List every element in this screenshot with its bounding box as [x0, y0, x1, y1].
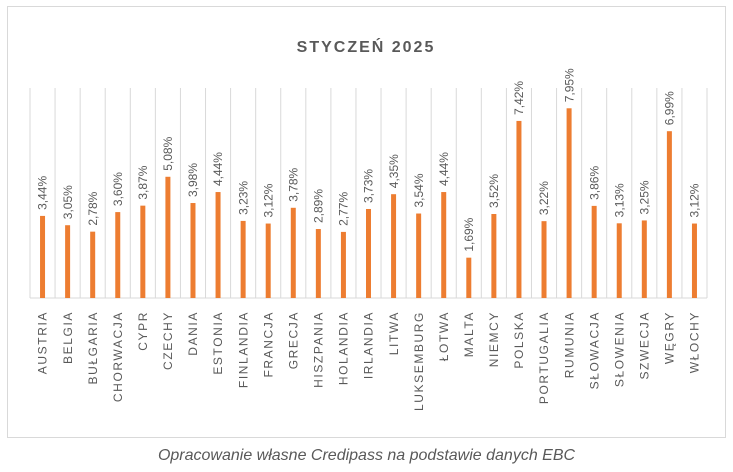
bar [40, 215, 46, 298]
bar [65, 225, 71, 298]
bar [541, 221, 547, 298]
category-label: MALTA [462, 311, 476, 357]
data-labels: 3,44% 3,05% 2,78% 3,60% 3,87% 5,08% 3,98% 4,44%… [36, 68, 702, 252]
data-label: 2,77% [337, 192, 351, 226]
data-label: 4,44% [437, 152, 451, 186]
category-labels: AUSTRIA BELGIA BUŁGARIA CHORWACJA CYPR CZECHY… [36, 311, 702, 411]
source-caption: Opracowanie własne Credipass na podstawi… [157, 447, 576, 464]
data-label: 3,87% [136, 165, 150, 199]
bar [441, 192, 447, 298]
bar [566, 108, 572, 298]
bar [516, 120, 522, 298]
data-label: 3,13% [612, 183, 626, 217]
category-label: IRLANDIA [362, 311, 376, 379]
data-label: 2,78% [86, 191, 100, 225]
bar [265, 223, 271, 298]
category-label: GRECJA [286, 311, 300, 369]
data-label: 3,05% [61, 185, 75, 219]
bar [666, 131, 672, 298]
category-label: CZECHY [161, 311, 175, 370]
data-label: 3,12% [261, 183, 275, 217]
bar [591, 205, 597, 298]
category-label: FINLANDIA [236, 311, 250, 388]
data-label: 3,86% [587, 166, 601, 200]
bar [215, 192, 221, 298]
category-label: WĘGRY [663, 311, 677, 364]
bar [616, 223, 622, 298]
category-label: RUMUNIA [562, 311, 576, 378]
category-label: DANIA [186, 311, 200, 356]
category-label: HISZPANIA [312, 311, 326, 388]
bar [491, 214, 497, 298]
bar [340, 231, 346, 298]
bars [40, 108, 697, 298]
bar [466, 257, 472, 298]
category-label: SZWECJA [638, 311, 652, 380]
data-label: 1,69% [462, 217, 476, 251]
bar [190, 203, 196, 298]
data-label: 3,12% [688, 183, 702, 217]
bar [416, 213, 422, 298]
data-label: 6,99% [663, 91, 677, 125]
data-label: 3,23% [236, 181, 250, 215]
gridlines [29, 88, 708, 298]
data-label: 3,60% [111, 172, 125, 206]
data-label: 3,52% [487, 174, 501, 208]
category-label: BUŁGARIA [86, 311, 100, 385]
category-label: POLSKA [512, 311, 526, 369]
category-label: FRANCJA [261, 311, 275, 378]
data-label: 3,73% [362, 169, 376, 203]
category-label: PORTUGALIA [537, 311, 551, 404]
category-label: WŁOCHY [688, 311, 702, 373]
category-label: AUSTRIA [36, 311, 50, 374]
category-label: SŁOWENIA [612, 311, 626, 387]
bar [691, 223, 697, 298]
category-label: ESTONIA [211, 311, 225, 375]
data-label: 3,98% [186, 163, 200, 197]
bar [366, 208, 371, 298]
bar [641, 220, 647, 298]
category-label: NIEMCY [487, 311, 501, 367]
category-label: CYPR [136, 311, 150, 351]
chart: STYCZEŃ 2025 3,44% 3,05% 2,78% 3,60% 3,87% 5,… [29, 37, 708, 411]
bar [165, 176, 171, 298]
data-label: 7,95% [562, 68, 576, 102]
data-label: 4,44% [211, 152, 225, 186]
bar [90, 231, 96, 298]
bar [391, 194, 397, 298]
category-label: LUKSEMBURG [412, 311, 426, 411]
data-label: 3,44% [36, 176, 50, 210]
data-label: 4,35% [387, 154, 401, 188]
bar [290, 207, 296, 298]
category-label: ŁOTWA [437, 311, 451, 361]
bar [140, 205, 146, 298]
bar [115, 212, 121, 298]
category-label: CHORWACJA [111, 311, 125, 402]
data-label: 3,78% [286, 167, 300, 201]
data-label: 5,08% [161, 136, 175, 170]
category-label: HOLANDIA [337, 311, 351, 385]
chart-title: STYCZEŃ 2025 [297, 37, 436, 56]
data-label: 2,89% [312, 189, 326, 223]
category-label: SŁOWACJA [587, 311, 601, 389]
data-label: 3,54% [412, 173, 426, 207]
data-label: 3,22% [537, 181, 551, 215]
category-label: BELGIA [61, 311, 75, 364]
category-label: LITWA [387, 311, 401, 355]
bar [240, 220, 246, 298]
bar [315, 229, 321, 298]
data-label: 7,42% [512, 81, 526, 115]
data-label: 3,25% [638, 180, 652, 214]
